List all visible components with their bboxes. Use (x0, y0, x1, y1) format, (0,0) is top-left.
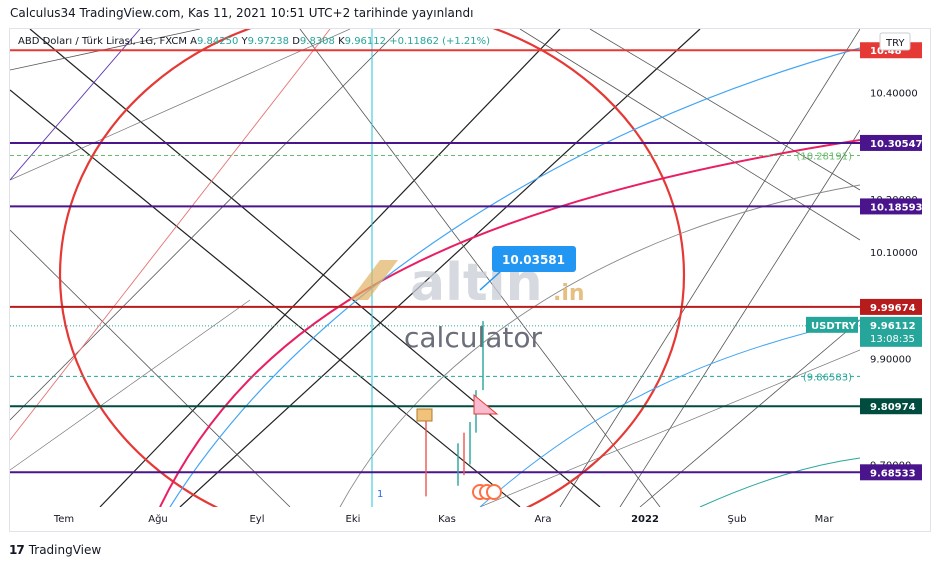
level-price-tag-1 (860, 134, 922, 151)
currency-badge[interactable] (879, 32, 911, 51)
change-value: +0.11862 (+1.21%) (389, 36, 491, 47)
currency-badge-label: TRY (885, 38, 905, 49)
footer: 17 TradingView (9, 543, 101, 557)
x-tick-label-2: Eyl (249, 514, 264, 525)
level-price-label-2: 10.18593 (870, 202, 923, 213)
drawing-line-4 (10, 229, 291, 507)
open-value: 9.84250 (197, 36, 239, 47)
drawing-box (416, 408, 433, 422)
low-label: D (292, 36, 300, 47)
drawing-arc-teal (699, 457, 860, 507)
callout-box[interactable] (492, 246, 576, 272)
dashed-level-label-0: (10.28191) (796, 151, 852, 162)
callout-pointer (479, 271, 501, 291)
chart-frame[interactable] (9, 28, 931, 532)
high-label: Y (241, 36, 248, 47)
drawing-line-1 (10, 89, 521, 507)
event-flag-icon-2[interactable] (486, 484, 502, 500)
drawing-line-16 (10, 29, 141, 181)
symbol-name[interactable]: ABD Doları / Türk Lirası, 1G, FXCM (18, 36, 187, 47)
drawing-triangle (473, 393, 499, 415)
x-tick-label-5: Ara (534, 514, 551, 525)
level-price-label-5: 9.68533 (870, 468, 916, 479)
level-price-tag-4 (860, 398, 922, 415)
event-marker-label: 1 (377, 489, 383, 500)
watermark-subtitle: calculator (404, 321, 543, 354)
x-tick-label-0: Tem (53, 514, 74, 525)
drawing-line-7 (559, 29, 860, 507)
drawing-arc-blue (169, 47, 860, 507)
drawing-line-14 (10, 29, 351, 181)
tradingview-logo-icon[interactable]: 17 (9, 543, 25, 557)
drawing-line-13 (10, 299, 251, 471)
x-tick-label-3: Eki (346, 514, 361, 525)
level-price-label-1: 10.30547 (870, 139, 923, 150)
drawing-line-6 (589, 29, 860, 191)
level-price-tag-3 (860, 298, 922, 315)
dashed-level-label-1: (9.86583) (803, 372, 852, 383)
level-price-label-4: 9.80974 (870, 402, 916, 413)
drawing-arc-pink (159, 139, 860, 507)
tradingview-brand[interactable]: TradingView (28, 543, 102, 557)
callout-label: 10.03581 (502, 253, 565, 267)
last-price-tag (860, 316, 922, 347)
watermark-suffix: .in (553, 281, 585, 306)
level-price-tag-5 (860, 464, 922, 481)
open-label: A (190, 36, 197, 47)
low-value: 9.8308 (299, 36, 335, 47)
x-tick-label-1: Ağu (148, 513, 168, 525)
drawing-line-11 (299, 29, 661, 507)
drawing-line-3 (99, 29, 561, 507)
level-price-tag-2 (860, 198, 922, 215)
drawing-line-17 (10, 29, 331, 441)
last-price-countdown: 13:08:35 (870, 334, 915, 345)
symbol-tag[interactable] (806, 316, 858, 333)
publish-header: Calculus34 TradingView.com, Kas 11, 2021… (10, 6, 474, 20)
drawing-line-0 (29, 29, 601, 507)
drawing-circle (58, 29, 686, 507)
high-value: 9.97238 (247, 36, 290, 47)
y-tick-label-1: 9.90000 (870, 354, 911, 365)
x-tick-label-7: Şub (727, 514, 746, 525)
close-label: K (338, 36, 345, 47)
drawing-line-2 (179, 29, 701, 507)
symbol-info-bar[interactable]: ABD Doları / Türk Lirası, 1G, FXCM A9.84… (18, 36, 490, 47)
drawing-line-12 (639, 319, 860, 507)
symbol-tag-label: USDTRY (811, 321, 857, 332)
y-tick-label-4: 10.40000 (870, 89, 918, 100)
level-price-label-3: 9.99674 (870, 303, 916, 314)
close-value: 9.96112 (344, 36, 387, 47)
x-tick-label-8: Mar (815, 514, 835, 525)
x-tick-label-6: 2022 (631, 514, 659, 525)
level-price-label-0: 10.48 (870, 46, 902, 57)
last-price-value: 9.96112 (870, 321, 916, 332)
watermark-logo-icon (350, 260, 398, 300)
drawing-arc-blue-2 (479, 319, 860, 507)
x-tick-label-4: Kas (438, 514, 456, 525)
drawing-line-5 (519, 29, 860, 241)
y-tick-label-2: 10.10000 (870, 248, 918, 259)
